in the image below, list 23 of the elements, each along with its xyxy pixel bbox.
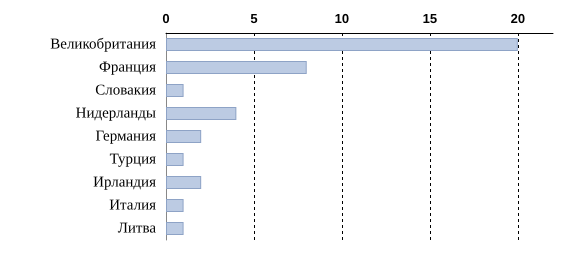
bar — [166, 38, 518, 51]
y-tick-label: Ирландия — [93, 174, 156, 190]
bar — [166, 130, 202, 143]
y-tick-label: Словакия — [95, 82, 156, 98]
y-tick-label: Германия — [96, 128, 156, 144]
x-tick-label: 5 — [250, 11, 258, 26]
bar — [166, 176, 202, 189]
bar — [166, 61, 307, 74]
x-tick-label: 0 — [162, 11, 170, 26]
bar — [166, 107, 236, 120]
bar — [166, 84, 184, 97]
x-tick-label: 10 — [334, 11, 350, 26]
y-tick-label: Великобритания — [50, 36, 156, 52]
x-tick-label: 15 — [422, 11, 438, 26]
y-tick-label: Литва — [118, 220, 156, 236]
y-tick-label: Турция — [110, 152, 156, 168]
y-tick-label: Италия — [109, 198, 156, 214]
y-tick-label: Франция — [99, 60, 156, 76]
y-tick-label: Нидерланды — [76, 106, 156, 122]
bar — [166, 222, 184, 235]
bar — [166, 199, 184, 212]
bar — [166, 153, 184, 166]
x-tick-label: 20 — [510, 11, 526, 26]
